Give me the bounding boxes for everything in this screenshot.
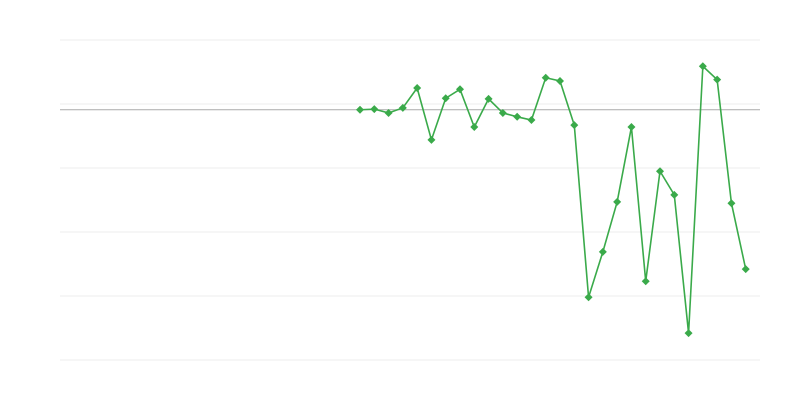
point-marker	[384, 108, 393, 117]
point-marker	[598, 247, 607, 256]
point-marker	[656, 167, 664, 176]
point-marker	[641, 277, 650, 286]
point-marker	[698, 62, 707, 71]
point-marker	[727, 199, 736, 208]
point-marker	[370, 105, 379, 114]
point-marker	[470, 123, 479, 132]
point-marker	[627, 123, 636, 132]
series-line	[359, 64, 747, 334]
point-marker	[713, 75, 722, 84]
point-marker	[684, 329, 693, 338]
point-marker	[356, 105, 364, 114]
point-marker	[584, 293, 593, 302]
point-marker	[613, 197, 622, 206]
point-marker	[441, 94, 450, 103]
point-marker	[498, 108, 507, 117]
point-marker	[513, 112, 522, 121]
point-marker	[398, 103, 407, 112]
point-marker	[541, 73, 550, 82]
point-marker	[570, 121, 579, 130]
point-marker	[427, 135, 436, 144]
point-marker	[670, 190, 679, 199]
point-marker	[527, 116, 536, 124]
point-marker	[456, 85, 464, 94]
point-marker	[484, 94, 493, 103]
point-marker	[741, 265, 750, 274]
point-marker	[556, 76, 564, 85]
point-marker	[413, 84, 422, 92]
